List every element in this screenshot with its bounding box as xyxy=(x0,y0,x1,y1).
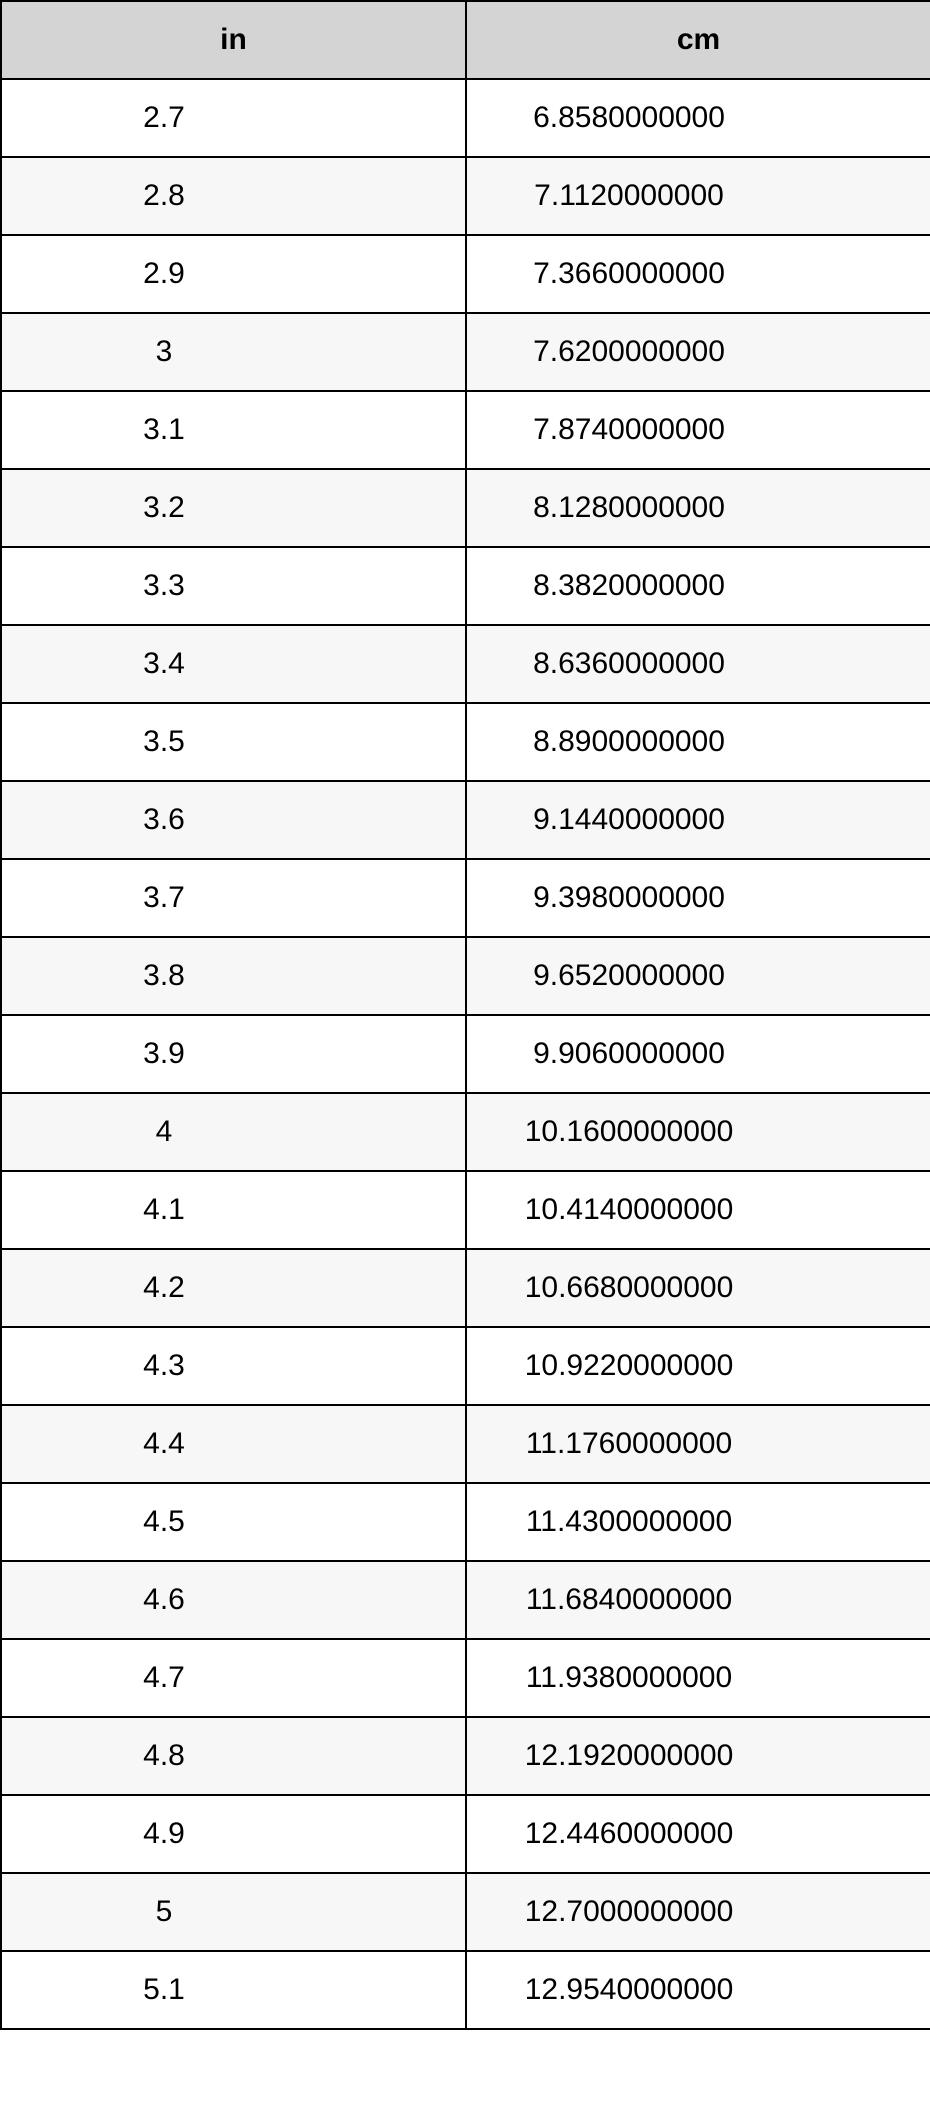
cell-cm: 9.3980000000 xyxy=(466,859,930,937)
cell-cm: 11.6840000000 xyxy=(466,1561,930,1639)
cell-in: 4.2 xyxy=(1,1249,466,1327)
cell-cm: 7.1120000000 xyxy=(466,157,930,235)
cell-in: 4.5 xyxy=(1,1483,466,1561)
column-header-cm: cm xyxy=(466,1,930,79)
cell-cm: 8.8900000000 xyxy=(466,703,930,781)
cell-in: 2.9 xyxy=(1,235,466,313)
cell-in: 3.3 xyxy=(1,547,466,625)
table-row: 37.6200000000 xyxy=(1,313,930,391)
cell-cm: 11.4300000000 xyxy=(466,1483,930,1561)
cell-in: 4.8 xyxy=(1,1717,466,1795)
cell-in: 3 xyxy=(1,313,466,391)
table-row: 3.69.1440000000 xyxy=(1,781,930,859)
table-row: 3.89.6520000000 xyxy=(1,937,930,1015)
cell-cm: 9.6520000000 xyxy=(466,937,930,1015)
cell-cm: 8.1280000000 xyxy=(466,469,930,547)
table-row: 2.97.3660000000 xyxy=(1,235,930,313)
conversion-table: in cm 2.76.8580000000 2.87.1120000000 2.… xyxy=(0,0,930,2030)
cell-in: 3.4 xyxy=(1,625,466,703)
cell-in: 4.3 xyxy=(1,1327,466,1405)
cell-in: 3.9 xyxy=(1,1015,466,1093)
cell-in: 4 xyxy=(1,1093,466,1171)
cell-in: 3.8 xyxy=(1,937,466,1015)
cell-cm: 7.8740000000 xyxy=(466,391,930,469)
cell-cm: 12.4460000000 xyxy=(466,1795,930,1873)
table-header-row: in cm xyxy=(1,1,930,79)
table-row: 2.87.1120000000 xyxy=(1,157,930,235)
cell-cm: 11.9380000000 xyxy=(466,1639,930,1717)
cell-cm: 10.1600000000 xyxy=(466,1093,930,1171)
table-row: 3.38.3820000000 xyxy=(1,547,930,625)
table-row: 512.7000000000 xyxy=(1,1873,930,1951)
table-row: 3.58.8900000000 xyxy=(1,703,930,781)
cell-cm: 9.9060000000 xyxy=(466,1015,930,1093)
cell-cm: 8.6360000000 xyxy=(466,625,930,703)
cell-cm: 12.9540000000 xyxy=(466,1951,930,2029)
cell-in: 2.7 xyxy=(1,79,466,157)
cell-in: 5.1 xyxy=(1,1951,466,2029)
table-row: 3.28.1280000000 xyxy=(1,469,930,547)
cell-cm: 8.3820000000 xyxy=(466,547,930,625)
cell-cm: 12.7000000000 xyxy=(466,1873,930,1951)
cell-cm: 9.1440000000 xyxy=(466,781,930,859)
table-row: 3.17.8740000000 xyxy=(1,391,930,469)
cell-in: 4.9 xyxy=(1,1795,466,1873)
cell-cm: 12.1920000000 xyxy=(466,1717,930,1795)
cell-in: 3.5 xyxy=(1,703,466,781)
cell-in: 3.6 xyxy=(1,781,466,859)
cell-in: 3.2 xyxy=(1,469,466,547)
cell-cm: 6.8580000000 xyxy=(466,79,930,157)
table-row: 410.1600000000 xyxy=(1,1093,930,1171)
cell-cm: 10.9220000000 xyxy=(466,1327,930,1405)
cell-in: 2.8 xyxy=(1,157,466,235)
table-row: 5.112.9540000000 xyxy=(1,1951,930,2029)
cell-cm: 11.1760000000 xyxy=(466,1405,930,1483)
table-row: 4.110.4140000000 xyxy=(1,1171,930,1249)
table-row: 2.76.8580000000 xyxy=(1,79,930,157)
table-row: 3.99.9060000000 xyxy=(1,1015,930,1093)
cell-in: 4.7 xyxy=(1,1639,466,1717)
cell-cm: 7.3660000000 xyxy=(466,235,930,313)
table-row: 4.511.4300000000 xyxy=(1,1483,930,1561)
table-row: 3.48.6360000000 xyxy=(1,625,930,703)
cell-in: 4.4 xyxy=(1,1405,466,1483)
table-row: 4.411.1760000000 xyxy=(1,1405,930,1483)
table-row: 4.210.6680000000 xyxy=(1,1249,930,1327)
cell-cm: 7.6200000000 xyxy=(466,313,930,391)
cell-in: 3.7 xyxy=(1,859,466,937)
cell-in: 3.1 xyxy=(1,391,466,469)
cell-cm: 10.6680000000 xyxy=(466,1249,930,1327)
table-row: 4.711.9380000000 xyxy=(1,1639,930,1717)
cell-in: 5 xyxy=(1,1873,466,1951)
table-body: 2.76.8580000000 2.87.1120000000 2.97.366… xyxy=(1,79,930,2029)
column-header-in: in xyxy=(1,1,466,79)
table-row: 3.79.3980000000 xyxy=(1,859,930,937)
table-row: 4.310.9220000000 xyxy=(1,1327,930,1405)
cell-cm: 10.4140000000 xyxy=(466,1171,930,1249)
cell-in: 4.1 xyxy=(1,1171,466,1249)
table-row: 4.912.4460000000 xyxy=(1,1795,930,1873)
table-row: 4.611.6840000000 xyxy=(1,1561,930,1639)
table-row: 4.812.1920000000 xyxy=(1,1717,930,1795)
cell-in: 4.6 xyxy=(1,1561,466,1639)
